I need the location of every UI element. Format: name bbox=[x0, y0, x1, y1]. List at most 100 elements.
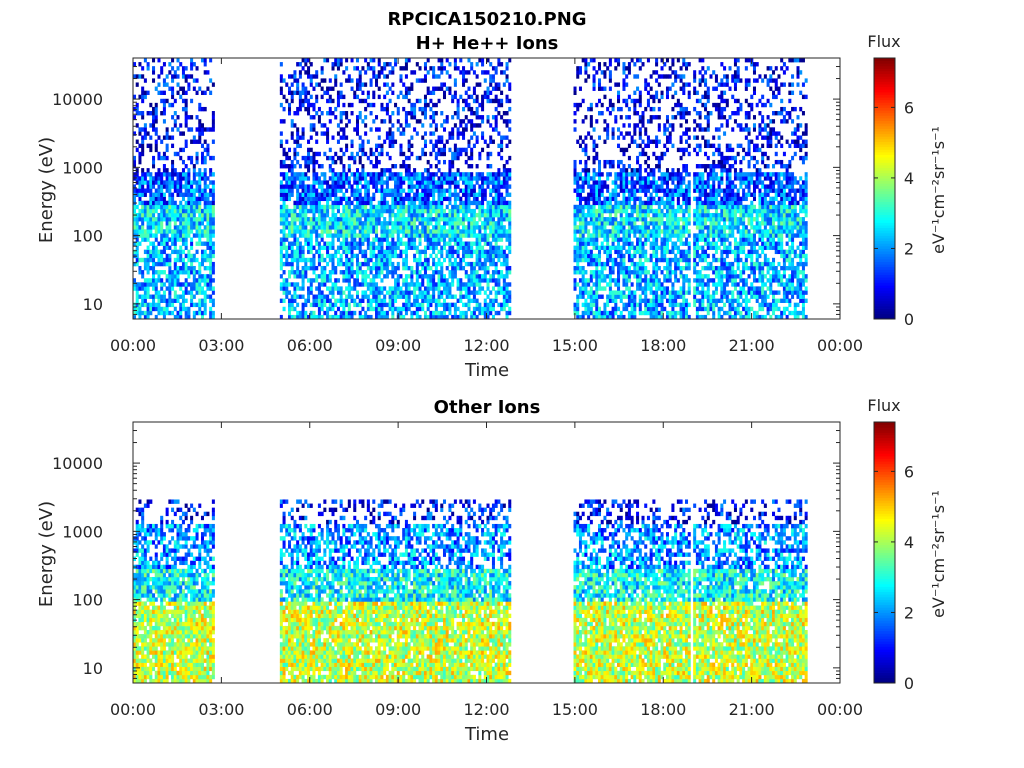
spectrogram-cell bbox=[410, 221, 413, 225]
spectrogram-cell bbox=[405, 250, 408, 254]
spectrogram-cell bbox=[163, 156, 166, 160]
spectrogram-cell bbox=[405, 229, 408, 233]
spectrogram-cell bbox=[209, 237, 212, 241]
spectrogram-cell bbox=[383, 82, 386, 86]
spectrogram-cell bbox=[280, 62, 283, 66]
spectrogram-cell bbox=[196, 197, 199, 201]
spectrogram-cell bbox=[168, 217, 171, 221]
spectrogram-cell bbox=[391, 286, 394, 290]
spectrogram-cell bbox=[429, 213, 432, 217]
spectrogram-cell bbox=[326, 246, 329, 250]
spectrogram-cell bbox=[318, 254, 321, 258]
spectrogram-cell bbox=[359, 176, 362, 180]
spectrogram-cell bbox=[152, 180, 155, 184]
spectrogram-cell bbox=[448, 221, 451, 225]
spectrogram-cell bbox=[149, 189, 152, 193]
spectrogram-cell bbox=[391, 303, 394, 307]
spectrogram-cell bbox=[321, 189, 324, 193]
spectrogram-cell bbox=[342, 237, 345, 241]
spectrogram-cell bbox=[446, 119, 449, 123]
spectrogram-cell bbox=[492, 233, 495, 237]
spectrogram-cell bbox=[356, 205, 359, 209]
spectrogram-cell bbox=[500, 193, 503, 197]
spectrogram-cell bbox=[345, 258, 348, 262]
spectrogram-cell bbox=[421, 217, 424, 221]
spectrogram-cell bbox=[454, 205, 457, 209]
spectrogram-cell bbox=[622, 282, 625, 286]
spectrogram-cell bbox=[163, 82, 166, 86]
spectrogram-cell bbox=[196, 152, 199, 156]
spectrogram-cell bbox=[288, 311, 291, 315]
spectrogram-cell bbox=[209, 270, 212, 274]
spectrogram-cell bbox=[326, 242, 329, 246]
spectrogram-cell bbox=[193, 87, 196, 91]
spectrogram-cell bbox=[454, 201, 457, 205]
spectrogram-cell bbox=[506, 246, 509, 250]
spectrogram-cell bbox=[340, 62, 343, 66]
spectrogram-cell bbox=[312, 299, 315, 303]
spectrogram-cell bbox=[185, 193, 188, 197]
spectrogram-cell bbox=[138, 144, 141, 148]
spectrogram-cell bbox=[204, 160, 207, 164]
spectrogram-cell bbox=[446, 189, 449, 193]
spectrogram-cell bbox=[337, 225, 340, 229]
spectrogram-cell bbox=[446, 266, 449, 270]
spectrogram-cell bbox=[141, 221, 144, 225]
spectrogram-cell bbox=[617, 62, 620, 66]
spectrogram-cell bbox=[584, 197, 587, 201]
spectrogram-cell bbox=[353, 282, 356, 286]
spectrogram-cell bbox=[408, 299, 411, 303]
spectrogram-cell bbox=[457, 221, 460, 225]
spectrogram-cell bbox=[193, 233, 196, 237]
spectrogram-cell bbox=[182, 74, 185, 78]
spectrogram-cell bbox=[144, 229, 147, 233]
spectrogram-cell bbox=[598, 172, 601, 176]
spectrogram-cell bbox=[364, 58, 367, 62]
spectrogram-cell bbox=[155, 197, 158, 201]
spectrogram-cell bbox=[149, 307, 152, 311]
spectrogram-cell bbox=[579, 278, 582, 282]
spectrogram-cell bbox=[193, 140, 196, 144]
spectrogram-cell bbox=[443, 95, 446, 99]
spectrogram-cell bbox=[478, 311, 481, 315]
spectrogram-cell bbox=[443, 274, 446, 278]
spectrogram-cell bbox=[397, 278, 400, 282]
spectrogram-cell bbox=[367, 286, 370, 290]
spectrogram-cell bbox=[593, 140, 596, 144]
spectrogram-cell bbox=[413, 225, 416, 229]
spectrogram-cell bbox=[206, 213, 209, 217]
spectrogram-cell bbox=[443, 172, 446, 176]
spectrogram-cell bbox=[329, 164, 332, 168]
spectrogram-cell bbox=[299, 95, 302, 99]
spectrogram-cell bbox=[487, 209, 490, 213]
spectrogram-cell bbox=[315, 233, 318, 237]
spectrogram-cell bbox=[323, 58, 326, 62]
spectrogram-cell bbox=[476, 176, 479, 180]
spectrogram-cell bbox=[332, 213, 335, 217]
spectrogram-cell bbox=[280, 119, 283, 123]
spectrogram-cell bbox=[459, 299, 462, 303]
spectrogram-cell bbox=[187, 274, 190, 278]
spectrogram-cell bbox=[340, 135, 343, 139]
spectrogram-cell bbox=[473, 144, 476, 148]
spectrogram-cell bbox=[201, 229, 204, 233]
spectrogram-cell bbox=[405, 266, 408, 270]
spectrogram-cell bbox=[424, 62, 427, 66]
spectrogram-cell bbox=[457, 242, 460, 246]
spectrogram-cell bbox=[190, 115, 193, 119]
spectrogram-cell bbox=[427, 274, 430, 278]
spectrogram-cell bbox=[405, 87, 408, 91]
spectrogram-cell bbox=[481, 103, 484, 107]
spectrogram-cell bbox=[353, 303, 356, 307]
spectrogram-cell bbox=[432, 246, 435, 250]
spectrogram-cell bbox=[310, 127, 313, 131]
spectrogram-cell bbox=[285, 205, 288, 209]
spectrogram-cell bbox=[315, 172, 318, 176]
spectrogram-cell bbox=[136, 225, 139, 229]
spectrogram-cell bbox=[416, 282, 419, 286]
spectrogram-cell bbox=[177, 295, 180, 299]
spectrogram-cell bbox=[481, 209, 484, 213]
spectrogram-cell bbox=[413, 233, 416, 237]
spectrogram-cell bbox=[166, 233, 169, 237]
spectrogram-cell bbox=[302, 233, 305, 237]
